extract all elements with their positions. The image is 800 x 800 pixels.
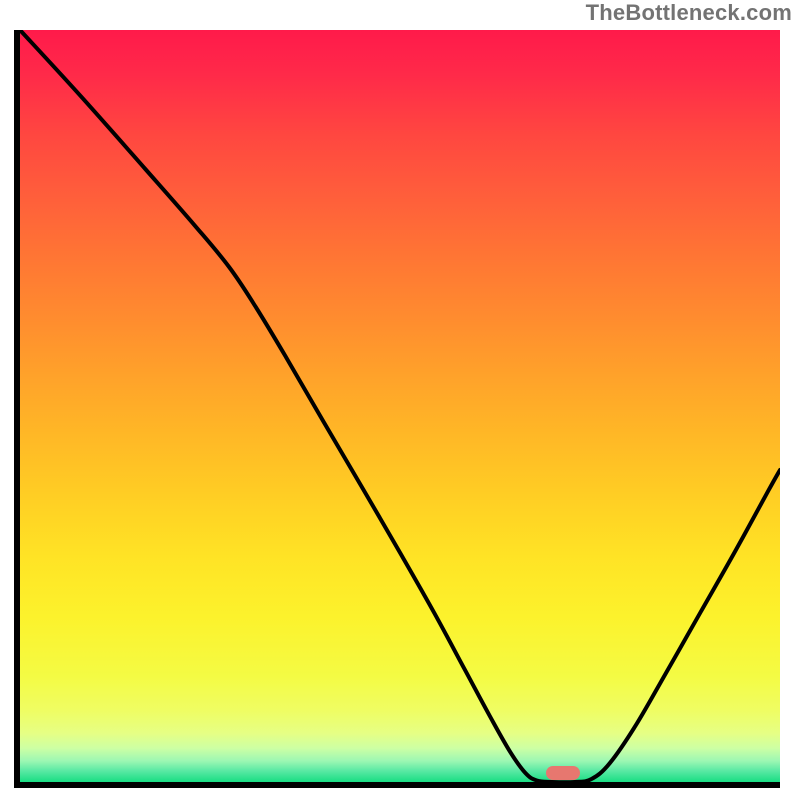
y-axis-line	[14, 30, 20, 788]
watermark-text: TheBottleneck.com	[586, 0, 792, 26]
chart-container: TheBottleneck.com	[0, 0, 800, 800]
plot-gradient-background	[20, 30, 780, 782]
optimal-marker	[546, 766, 580, 780]
x-axis-line	[14, 782, 780, 788]
